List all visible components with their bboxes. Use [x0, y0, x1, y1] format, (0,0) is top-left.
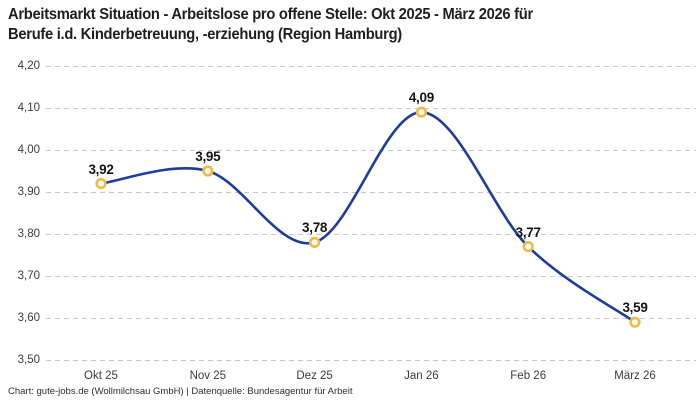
data-point-label: 3,59 — [622, 300, 648, 316]
y-axis-tick-label: 4,20 — [17, 59, 40, 72]
data-point-marker — [95, 178, 107, 190]
chart-title-line-2: Berufe i.d. Kinderbetreuung, -erziehung … — [8, 26, 402, 43]
data-point-label: 3,92 — [88, 161, 114, 177]
y-axis-tick-label: 3,60 — [17, 311, 40, 324]
data-point-label: 3,77 — [515, 224, 541, 240]
y-axis-tick-label: 3,70 — [17, 269, 40, 282]
y-axis-tick-label: 3,50 — [17, 353, 40, 366]
data-point-label: 3,95 — [195, 149, 221, 164]
x-axis-tick-label: Okt 25 — [84, 370, 118, 382]
x-axis-tick-label: März 26 — [614, 370, 656, 382]
x-axis-tick-label: Dez 25 — [296, 370, 333, 382]
x-axis-tick-label: Feb 26 — [510, 370, 547, 382]
data-point-label: 4,09 — [408, 90, 434, 106]
x-axis-tick-label: Jan 26 — [404, 370, 439, 382]
y-axis-tick-label: 4,00 — [17, 143, 40, 156]
y-axis-tick-label: 3,80 — [17, 227, 40, 240]
data-point-marker — [309, 236, 321, 248]
data-point-marker — [522, 241, 534, 253]
chart-title: Arbeitsmarkt Situation - Arbeitslose pro… — [8, 5, 533, 45]
data-point-marker — [415, 106, 428, 118]
y-axis-tick-label: 3,90 — [17, 185, 40, 198]
data-point-marker — [202, 165, 214, 177]
trend-line — [99, 110, 637, 324]
chart-footer: Chart: gute-jobs.de (Wollmilchsau GmbH) … — [8, 386, 353, 397]
chart-title-line-1: Arbeitsmarkt Situation - Arbeitslose pro… — [8, 6, 533, 23]
data-point-marker — [629, 316, 641, 328]
data-point-label: 3,78 — [302, 220, 328, 236]
x-axis-tick-label: Nov 25 — [189, 370, 227, 382]
y-axis-tick-label: 4,10 — [17, 101, 40, 114]
